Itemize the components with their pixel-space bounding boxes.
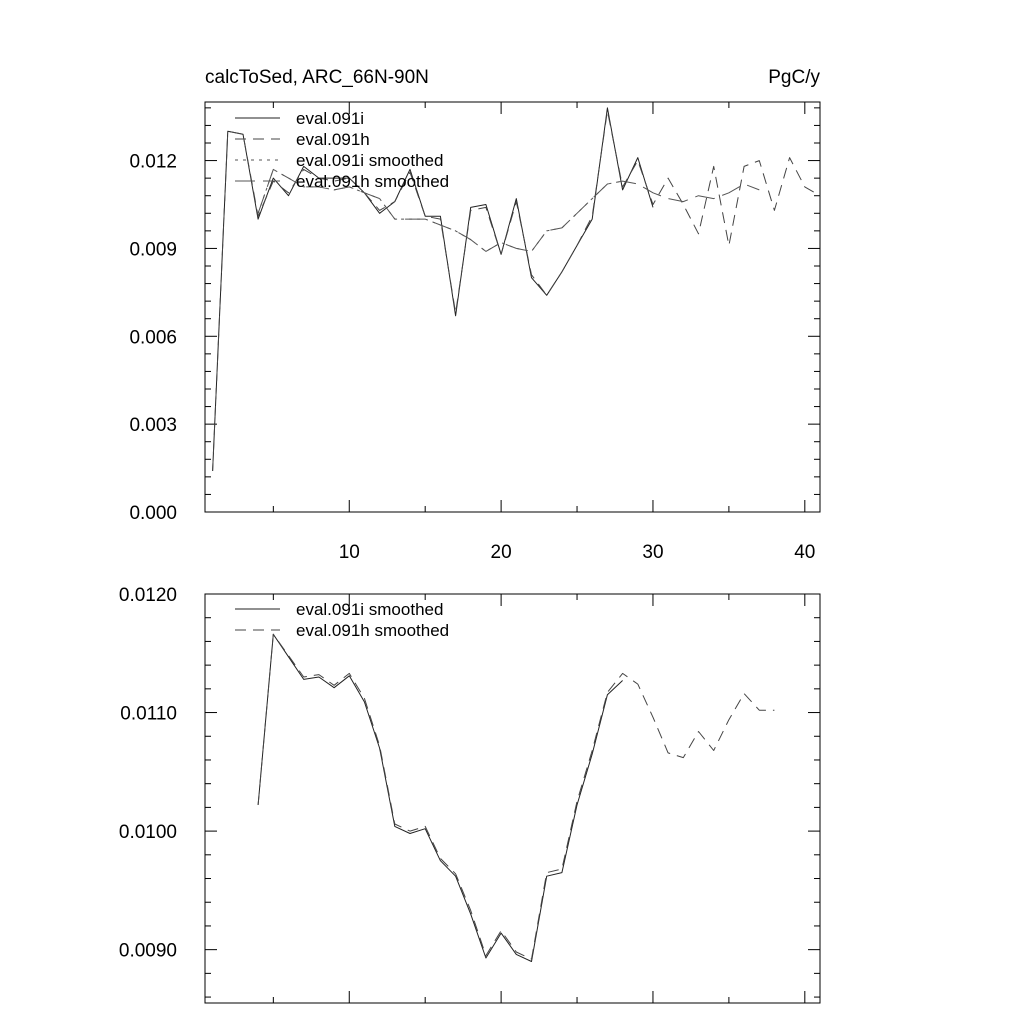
x-tick-label: 30 <box>642 542 663 563</box>
x-tick-label: 10 <box>339 542 360 563</box>
legend-label: eval.091h <box>296 130 370 149</box>
legend-label: eval.091h smoothed <box>296 621 449 640</box>
series-line-eval-091i-smoothed <box>257 633 623 962</box>
series-line-eval-091h <box>212 110 821 472</box>
y-tick-label: 0.0110 <box>120 704 177 725</box>
plot-frame <box>204 101 821 513</box>
y-tick-label: 0.000 <box>129 503 177 524</box>
top-panel: calcToSed, ARC_66N-90N PgC/y 10 20 30 40 0.0… <box>129 67 821 563</box>
y-tick-label: 0.0100 <box>119 822 177 843</box>
x-tick-label: 40 <box>794 542 815 563</box>
legend-label: eval.091h smoothed <box>296 172 449 191</box>
series-line-eval-091h-smoothed <box>257 633 775 960</box>
legend-label: eval.091i <box>296 109 364 128</box>
x-tick-label: 20 <box>491 542 512 563</box>
legend-label: eval.091i smoothed <box>296 600 443 619</box>
series-line-eval-091h-smoothed <box>257 168 760 252</box>
top-panel-title-left: calcToSed, ARC_66N-90N <box>205 67 429 88</box>
bottom-panel: 0.0090 0.0100 0.0110 0.0120 eval.091i smooth… <box>119 585 821 1004</box>
y-tick-label: 0.012 <box>129 152 177 173</box>
y-tick-label: 0.0090 <box>119 941 177 962</box>
y-tick-label: 0.003 <box>129 415 177 436</box>
top-panel-title-right: PgC/y <box>768 67 820 88</box>
y-tick-label: 0.009 <box>129 239 177 260</box>
y-tick-label: 0.006 <box>129 327 177 348</box>
legend-label: eval.091i smoothed <box>296 151 443 170</box>
y-tick-label: 0.0120 <box>119 585 177 606</box>
plot-frame <box>204 593 821 1004</box>
